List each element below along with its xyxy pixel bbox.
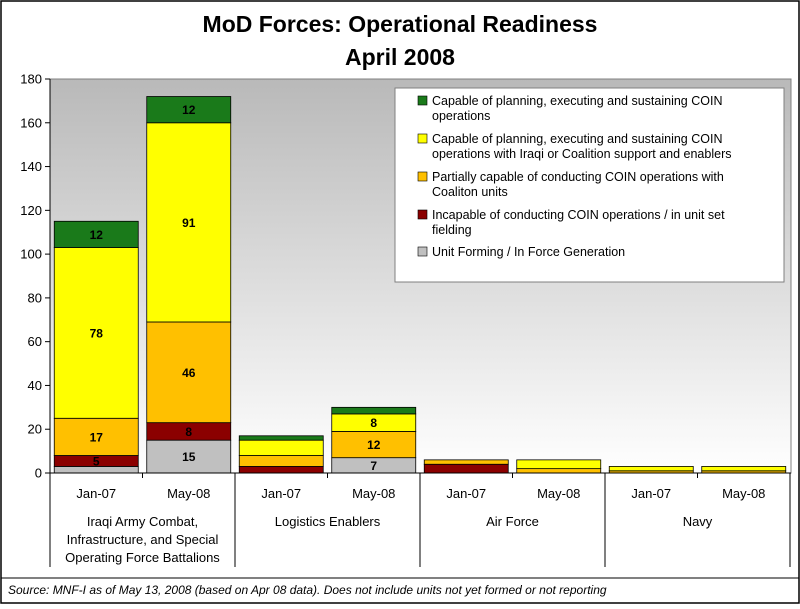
legend-label: Capable of planning, executing and susta… bbox=[432, 132, 722, 146]
y-tick-label: 20 bbox=[28, 422, 42, 437]
legend: Capable of planning, executing and susta… bbox=[417, 94, 731, 259]
source-note: Source: MNF-I as of May 13, 2008 (based … bbox=[8, 583, 607, 597]
legend-swatch bbox=[417, 133, 428, 144]
x-category-label: May-08 bbox=[352, 486, 395, 501]
bar-segment bbox=[146, 439, 232, 474]
y-tick-label: 80 bbox=[28, 290, 42, 305]
bar-segment bbox=[238, 455, 324, 467]
x-group-label: Infrastructure, and Special bbox=[67, 532, 219, 547]
legend-swatch bbox=[417, 209, 428, 220]
bar-segment bbox=[423, 463, 509, 474]
data-label: 12 bbox=[182, 103, 196, 117]
bar-segment bbox=[53, 220, 139, 248]
legend-swatch bbox=[417, 171, 428, 182]
x-category-label: Jan-07 bbox=[446, 486, 486, 501]
bars: 5 17 78 12 15 8 46 91 12 7 12 8 bbox=[53, 96, 787, 474]
bar-segment bbox=[608, 466, 694, 472]
bar-segment bbox=[516, 468, 602, 474]
data-label: 8 bbox=[370, 416, 377, 430]
legend-label: operations with Iraqi or Coalition suppo… bbox=[432, 147, 731, 161]
data-label: 12 bbox=[90, 228, 104, 242]
x-group-label: Navy bbox=[683, 514, 713, 529]
x-group-label: Iraqi Army Combat, bbox=[87, 514, 198, 529]
x-category-label: Jan-07 bbox=[76, 486, 116, 501]
data-label: 46 bbox=[182, 366, 196, 380]
bar-segment bbox=[331, 406, 417, 415]
legend-label: fielding bbox=[432, 223, 472, 237]
bar-segment bbox=[516, 459, 602, 470]
y-tick-label: 40 bbox=[28, 378, 42, 393]
x-group-label: Logistics Enablers bbox=[275, 514, 381, 529]
y-tick-label: 100 bbox=[20, 247, 42, 262]
data-label: 7 bbox=[370, 459, 377, 473]
bar-segment bbox=[238, 466, 324, 474]
x-category-label: May-08 bbox=[167, 486, 210, 501]
data-label: 12 bbox=[367, 438, 381, 452]
legend-label: Partially capable of conducting COIN ope… bbox=[432, 170, 724, 184]
data-label: 8 bbox=[185, 425, 192, 439]
x-category-label: May-08 bbox=[537, 486, 580, 501]
y-tick-label: 140 bbox=[20, 159, 42, 174]
y-tick-label: 160 bbox=[20, 115, 42, 130]
x-group-label: Air Force bbox=[486, 514, 539, 529]
bar-segment bbox=[53, 417, 139, 456]
legend-label: Unit Forming / In Force Generation bbox=[432, 245, 625, 259]
chart-title-line-1: MoD Forces: Operational Readiness bbox=[203, 11, 598, 37]
data-label: 78 bbox=[90, 326, 104, 340]
x-category-label: Jan-07 bbox=[631, 486, 671, 501]
x-category-label: May-08 bbox=[722, 486, 765, 501]
data-label: 91 bbox=[182, 216, 196, 230]
y-tick-label: 0 bbox=[35, 466, 42, 481]
y-tick-label: 180 bbox=[20, 72, 42, 87]
bar-segment bbox=[53, 247, 139, 419]
y-axis: 0 20 40 60 80 100 120 140 160 180 bbox=[20, 72, 51, 481]
data-label: 15 bbox=[182, 450, 196, 464]
bar-segment bbox=[238, 435, 324, 441]
legend-label: Incapable of conducting COIN operations … bbox=[432, 208, 725, 222]
x-axis: Jan-07 May-08 Jan-07 May-08 Jan-07 May-08 Jan-… bbox=[49, 472, 791, 567]
chart-title-line-2: April 2008 bbox=[345, 44, 455, 70]
x-category-label: Jan-07 bbox=[261, 486, 301, 501]
bar-segment bbox=[146, 96, 232, 124]
bar-segment bbox=[701, 466, 787, 472]
data-label: 17 bbox=[90, 430, 104, 444]
x-group-label: Operating Force Battalions bbox=[65, 550, 220, 565]
y-tick-label: 60 bbox=[28, 334, 42, 349]
data-label: 5 bbox=[93, 454, 100, 468]
legend-label: operations bbox=[432, 109, 490, 123]
bar-segment bbox=[146, 321, 232, 424]
y-tick-label: 120 bbox=[20, 203, 42, 218]
legend-label: Capable of planning, executing and susta… bbox=[432, 94, 722, 108]
bar-segment bbox=[331, 431, 417, 459]
legend-swatch bbox=[417, 246, 428, 257]
bar-segment bbox=[423, 459, 509, 465]
legend-swatch bbox=[417, 95, 428, 106]
bar-segment bbox=[146, 122, 232, 323]
bar-segment bbox=[238, 439, 324, 456]
legend-label: Coaliton units bbox=[432, 185, 508, 199]
legend-box bbox=[394, 87, 785, 283]
